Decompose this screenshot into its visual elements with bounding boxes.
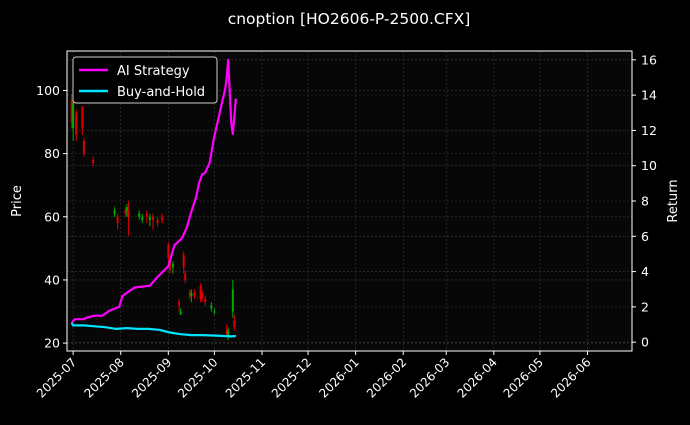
legend-box bbox=[72, 56, 218, 104]
candle-body bbox=[81, 106, 84, 129]
candle-body bbox=[138, 213, 141, 217]
y-right-tick-label: 4 bbox=[641, 264, 649, 279]
candle-body bbox=[193, 292, 196, 296]
y-right-tick-label: 12 bbox=[641, 123, 657, 138]
y-left-tick-label: 100 bbox=[36, 83, 60, 98]
candle-body bbox=[125, 207, 128, 211]
y-right-tick-label: 0 bbox=[641, 335, 649, 350]
y-right-tick-label: 14 bbox=[641, 88, 657, 103]
candle-body bbox=[231, 289, 234, 312]
candle-body bbox=[156, 219, 159, 224]
candle-body bbox=[201, 292, 204, 299]
candle-body bbox=[204, 298, 207, 303]
candle-body bbox=[145, 213, 148, 217]
candle-body bbox=[75, 112, 78, 135]
series-line-buy-and-hold bbox=[70, 322, 236, 338]
candle-body bbox=[171, 264, 174, 268]
y-axis-left-label: Price bbox=[10, 185, 25, 217]
candle-body bbox=[210, 305, 213, 309]
y-left-tick-label: 60 bbox=[44, 209, 60, 224]
candle-body bbox=[167, 245, 170, 258]
y-left-tick-label: 80 bbox=[44, 146, 60, 161]
candle-body bbox=[116, 216, 119, 224]
y-left-tick-label: 40 bbox=[44, 272, 60, 287]
candle-body bbox=[92, 159, 95, 164]
y-right-tick-label: 10 bbox=[641, 158, 657, 173]
series-line-ai-strategy bbox=[70, 58, 237, 324]
candle-body bbox=[213, 311, 216, 313]
candle-body bbox=[113, 210, 116, 214]
y-left-tick-label: 20 bbox=[44, 336, 60, 351]
y-axis-right-label: Return bbox=[666, 179, 681, 222]
candle-body bbox=[184, 273, 187, 280]
candle-body bbox=[124, 210, 127, 214]
legend-label-buy-and-hold: Buy-and-Hold bbox=[117, 85, 205, 100]
candle-body bbox=[227, 330, 230, 337]
chart-title: cnoption [HO2606-P-2500.CFX] bbox=[228, 10, 471, 28]
y-right-tick-label: 16 bbox=[641, 52, 657, 67]
y-right-tick-label: 6 bbox=[641, 229, 649, 244]
y-right-tick-label: 8 bbox=[641, 194, 649, 209]
candle-body bbox=[188, 292, 191, 296]
candle-body bbox=[151, 216, 154, 220]
candle-body bbox=[148, 216, 151, 220]
candle-body bbox=[190, 292, 193, 296]
y-right-tick-label: 2 bbox=[641, 299, 649, 314]
candle-body bbox=[179, 311, 182, 315]
candle-body bbox=[225, 330, 228, 334]
candle-body bbox=[199, 286, 202, 299]
candlesticks bbox=[70, 93, 236, 340]
candle-body bbox=[161, 216, 164, 220]
legend: AI Strategy Buy-and-Hold bbox=[72, 56, 218, 104]
candle-body bbox=[178, 302, 181, 306]
candle-body bbox=[82, 141, 85, 154]
legend-label-ai-strategy: AI Strategy bbox=[117, 64, 190, 79]
candle-body bbox=[168, 261, 171, 271]
candle-body bbox=[141, 216, 144, 220]
candle-body bbox=[70, 99, 73, 123]
series-lines bbox=[70, 58, 237, 338]
grid bbox=[67, 51, 632, 351]
candle-body bbox=[233, 321, 236, 328]
candle-body bbox=[72, 103, 75, 129]
candle-body bbox=[127, 210, 130, 217]
candle-body bbox=[182, 254, 185, 268]
